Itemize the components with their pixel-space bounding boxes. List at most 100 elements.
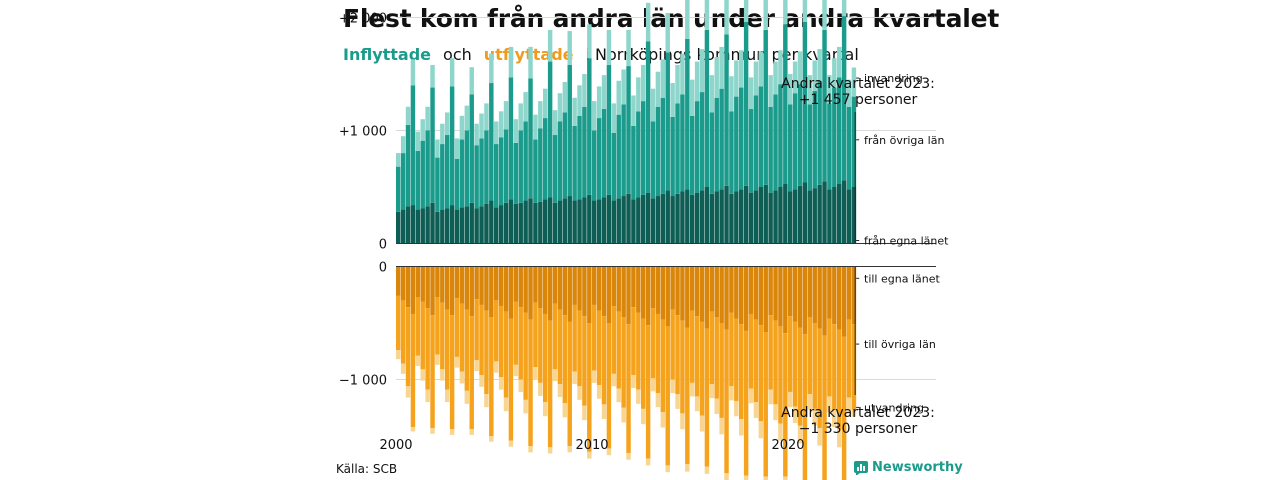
bar-out-2	[528, 446, 533, 453]
bar-in-0	[694, 192, 700, 244]
bar-out-0	[822, 266, 827, 336]
bar-out-0	[415, 266, 421, 298]
bar-out-2	[851, 410, 857, 417]
bar-in-1	[792, 93, 798, 190]
bar-in-2	[660, 59, 666, 98]
bar-in-0	[552, 202, 558, 244]
bar-in-2	[636, 77, 641, 112]
bar-in-2	[552, 110, 558, 136]
end-label-in: från övriga län	[864, 134, 944, 147]
bar-out-1	[528, 319, 533, 447]
bar-out-2	[543, 402, 548, 417]
bar-out-2	[577, 386, 582, 400]
bar-out-2	[724, 473, 729, 480]
bar-out-0	[729, 266, 734, 313]
bar-out-0	[479, 266, 484, 305]
bar-out-1	[489, 317, 494, 436]
bar-out-1	[729, 312, 734, 387]
bar-in-1	[592, 130, 597, 201]
bar-in-2	[400, 136, 406, 154]
bar-out-1	[479, 304, 484, 375]
newsworthy-logo: Newsworthy	[854, 460, 963, 475]
bar-in-1	[410, 85, 416, 206]
bar-in-2	[523, 92, 528, 122]
bar-out-2	[601, 404, 607, 420]
bar-out-0	[528, 266, 533, 320]
bar-in-2	[729, 76, 734, 112]
bar-out-0	[567, 266, 572, 322]
bar-in-1	[489, 83, 494, 201]
bar-out-1	[449, 315, 455, 430]
bar-out-1	[469, 316, 474, 430]
bar-in-1	[430, 87, 435, 203]
bar-out-2	[440, 369, 445, 381]
bar-in-2	[420, 119, 425, 141]
bar-out-0	[601, 266, 607, 317]
bar-in-1	[641, 101, 646, 195]
bar-out-1	[792, 321, 798, 407]
bar-in-1	[797, 84, 803, 186]
bar-out-0	[763, 266, 768, 333]
bar-out-2	[621, 407, 626, 423]
bar-in-2	[616, 80, 621, 115]
bar-out-2	[445, 389, 450, 403]
bar-out-0	[626, 266, 631, 325]
bar-out-1	[547, 320, 553, 448]
bar-in-1	[743, 22, 749, 186]
bar-in-2	[454, 138, 460, 159]
bar-out-0	[675, 266, 680, 316]
bar-in-0	[420, 208, 425, 244]
bar-in-0	[704, 187, 710, 244]
bar-out-0	[543, 266, 548, 314]
bar-in-2	[415, 131, 421, 151]
inflow-bars	[396, 0, 857, 244]
bar-in-2	[503, 101, 509, 130]
bar-in-2	[459, 115, 465, 140]
bar-in-2	[665, 12, 670, 53]
bar-in-0	[464, 206, 470, 244]
bar-in-1	[435, 157, 440, 212]
source-note: Källa: SCB	[336, 462, 398, 476]
bar-out-2	[812, 408, 817, 426]
bar-out-0	[650, 266, 656, 309]
bar-out-2	[626, 452, 631, 460]
bar-in-1	[503, 129, 509, 203]
bar-out-1	[474, 299, 479, 361]
bar-in-0	[788, 191, 793, 244]
bar-in-2	[685, 0, 690, 39]
bar-in-0	[802, 182, 808, 244]
bar-out-1	[611, 306, 617, 374]
bar-in-0	[743, 185, 749, 244]
bar-out-1	[655, 313, 661, 394]
bar-out-2	[768, 389, 773, 405]
bar-in-2	[758, 51, 764, 87]
bar-out-0	[812, 266, 817, 323]
bar-in-0	[753, 190, 759, 244]
bar-out-2	[611, 373, 617, 387]
bar-out-1	[621, 317, 626, 408]
bar-in-2	[543, 88, 548, 119]
bar-out-0	[734, 266, 739, 319]
bar-out-2	[670, 379, 675, 394]
bar-out-2	[523, 399, 528, 414]
bar-in-2	[528, 46, 533, 79]
bar-out-0	[484, 266, 489, 311]
bar-in-2	[827, 75, 832, 104]
bar-out-0	[396, 266, 401, 296]
bar-out-2	[660, 412, 666, 428]
bar-out-2	[783, 476, 788, 480]
bar-out-2	[567, 446, 572, 453]
bar-in-1	[734, 96, 739, 192]
bar-in-0	[709, 193, 715, 244]
bar-in-2	[724, 0, 729, 35]
bar-out-1	[832, 324, 837, 411]
bar-in-2	[822, 0, 827, 30]
bar-in-0	[739, 189, 744, 244]
bar-out-1	[616, 311, 621, 389]
bar-in-0	[596, 199, 602, 244]
bar-in-2	[396, 153, 401, 167]
bar-in-2	[567, 31, 572, 65]
bar-in-0	[631, 199, 636, 244]
bar-in-2	[611, 103, 617, 133]
bar-in-2	[788, 74, 793, 105]
